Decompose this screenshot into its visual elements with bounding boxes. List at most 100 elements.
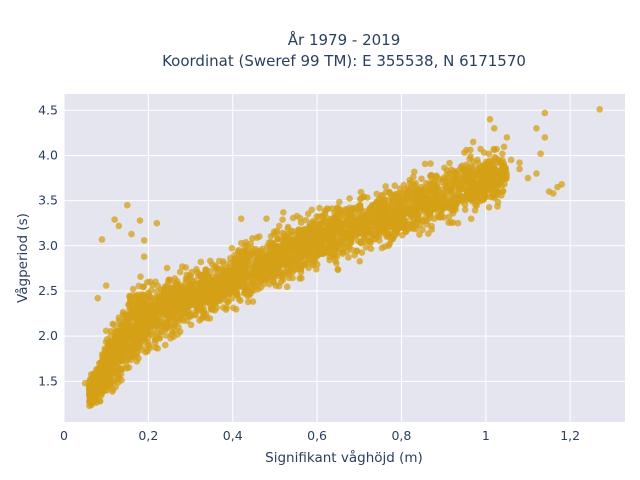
scatter-point [163,264,171,272]
scatter-point [412,179,420,187]
scatter-point [129,342,136,350]
scatter-point [345,207,353,214]
y-axis-ticks: 1.5 2.0 2.5 3.0 3.5 4.0 4.5 [38,102,58,388]
scatter-point [230,278,238,285]
scatter-point [149,311,157,318]
scatter-point [125,301,133,308]
scatter-point [136,217,144,224]
scatter-point [120,344,127,352]
scatter-point [468,179,475,186]
scatter-point [404,225,412,233]
scatter-point [257,278,265,285]
scatter-point [215,257,223,265]
scatter-point [114,345,121,353]
x-axis-title: Signifikant våghöjd (m) [265,449,423,466]
scatter-point [293,212,301,220]
scatter-point [491,146,498,154]
scatter-point [184,300,191,308]
scatter-point [287,249,294,257]
chart-title-line2: Koordinat (Sweref 99 TM): E 355538, N 61… [162,52,526,70]
scatter-point [473,187,480,194]
scatter-point [237,297,244,305]
scatter-point [107,347,114,355]
scatter-point [387,190,395,198]
scatter-point [360,234,368,242]
scatter-point [236,281,243,289]
scatter-point [158,313,166,320]
scatter-point [158,328,165,335]
scatter-point [416,231,423,238]
y-tick-label: 3.0 [38,238,58,253]
scatter-point [135,282,143,290]
scatter-point [95,374,102,382]
scatter-point [171,320,178,328]
chart-title-line1: År 1979 - 2019 [288,30,401,49]
scatter-point [94,366,102,374]
scatter-point [455,181,463,189]
scatter-point [128,230,135,238]
scatter-point [96,397,104,405]
scatter-point [240,277,248,284]
scatter-point [270,274,278,282]
scatter-point [142,344,150,352]
scatter-point [461,149,468,156]
scatter-point [154,321,161,328]
scatter-point [503,134,511,141]
scatter-point [263,215,270,222]
scatter-point [475,164,483,172]
scatter-point [428,222,435,230]
scatter-point [356,258,364,265]
scatter-point [361,222,368,229]
scatter-point [436,213,444,221]
scatter-point [137,273,144,280]
scatter-point [307,220,314,227]
scatter-point [399,231,406,239]
scatter-point [88,376,96,384]
scatter-point [490,181,498,188]
scatter-point [391,182,399,189]
scatter-point [146,278,154,285]
scatter-point [145,339,152,347]
scatter-point [373,190,380,198]
scatter-point [223,264,231,272]
scatter-point [134,291,141,298]
scatter-point [115,222,123,230]
scatter-point [375,232,383,240]
scatter-point [253,234,261,241]
scatter-point [490,161,498,169]
scatter-point [153,219,161,227]
scatter-point [431,182,439,189]
scatter-point [443,182,451,189]
x-tick-label: 0,4 [223,428,243,443]
scatter-point [301,253,309,261]
scatter-point [418,175,425,183]
scatter-point [151,336,159,344]
plot-area [64,94,625,422]
scatter-point [281,239,288,247]
scatter-point [438,202,446,210]
scatter-point [162,283,170,291]
scatter-point [346,227,354,235]
scatter-point [461,206,469,213]
scatter-point [306,240,314,247]
scatter-point [293,231,301,238]
scatter-point [337,238,344,245]
scatter-point [112,327,119,334]
scatter-point [448,166,455,173]
scatter-point [500,143,508,151]
y-axis-title: Vågperiod (s) [14,213,31,303]
scatter-point [454,219,462,227]
scatter-point [263,266,271,273]
scatter-point [445,188,452,195]
scatter-point [357,239,364,246]
scatter-point [289,269,296,276]
scatter-point [98,236,106,243]
scatter-point [165,300,173,308]
scatter-point [363,194,371,201]
scatter-point [458,192,465,200]
scatter-point [342,220,350,227]
scatter-point [155,306,162,314]
scatter-point [314,231,322,238]
scatter-point [314,226,322,233]
scatter-point [81,379,89,387]
